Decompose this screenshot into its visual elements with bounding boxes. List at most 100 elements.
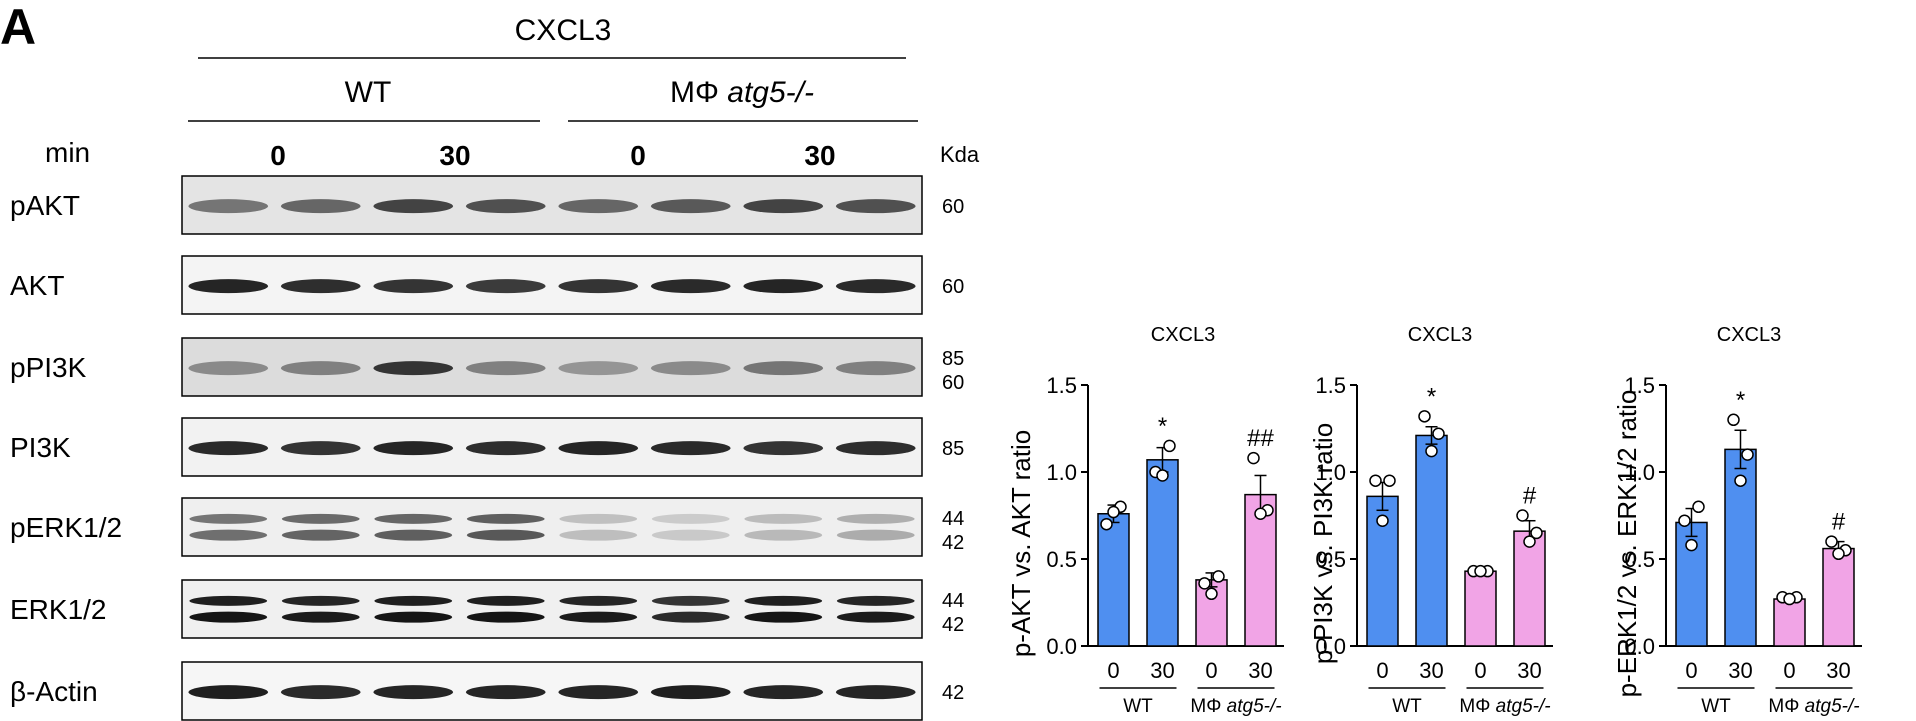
blot-header: CXCL3 WT MΦ atg5-/- min 0 30 0 30 Kda	[45, 14, 980, 171]
blot-kda: 60	[942, 372, 964, 394]
time-30-ko: 30	[804, 140, 835, 171]
blot-band	[651, 529, 730, 541]
x-tick-label: 30	[1419, 658, 1443, 683]
blot-row-label: ERK1/2	[10, 594, 107, 625]
y-axis-label: p-ERK1/2 vs. ERK1/2 ratio	[1612, 390, 1642, 698]
bar	[1822, 547, 1855, 647]
y-tick-label: 0.0	[1624, 634, 1655, 659]
data-point	[1516, 509, 1529, 522]
significance-mark: *	[1736, 387, 1745, 414]
data-point	[1734, 474, 1747, 487]
blot-kda: 42	[942, 682, 964, 704]
data-point	[1100, 517, 1113, 531]
blot-band	[559, 611, 638, 623]
blot-band	[280, 199, 361, 214]
blot-band	[835, 279, 916, 294]
blot-band	[280, 685, 361, 700]
y-axis-label: p-PI3K vs. PI3K ratio	[1308, 423, 1338, 664]
significance-mark: #	[1523, 483, 1537, 510]
group-label-wt: WT	[1123, 696, 1153, 717]
blot-band	[466, 513, 545, 524]
blot-band	[559, 529, 638, 541]
y-tick-label: 0.0	[1046, 634, 1077, 659]
blot-band	[558, 441, 639, 456]
blot-kda: 85	[942, 348, 964, 370]
blot-band	[743, 361, 824, 376]
charts: CXCL3 p-AKT vs. AKT ratio 0.0 0.5 1.0 1.5 0 * 30…	[1006, 324, 1862, 717]
time-0-ko: 0	[630, 140, 646, 171]
blot-band	[374, 595, 453, 606]
blot-band	[558, 685, 639, 700]
blot-band	[744, 513, 823, 524]
blot-row-label: pAKT	[10, 190, 80, 221]
blot-band	[281, 611, 360, 623]
blot-band	[558, 279, 639, 294]
data-point	[1825, 535, 1838, 548]
blot-band	[650, 361, 731, 376]
blot-band	[373, 685, 454, 700]
data-point	[1369, 474, 1382, 487]
bar	[1415, 434, 1448, 647]
group-label-ko: MΦ atg5-/-	[1459, 696, 1550, 717]
blot-band	[465, 279, 546, 294]
blot-band	[743, 441, 824, 456]
y-tick-label: 1.0	[1624, 460, 1655, 485]
blot-band	[188, 441, 269, 456]
chart-title: CXCL3	[1717, 324, 1781, 346]
data-point	[1163, 439, 1176, 453]
blot-kda: 42	[942, 532, 964, 554]
bar	[1513, 530, 1546, 647]
blot-band	[650, 279, 731, 294]
blot-kda: 60	[942, 276, 964, 298]
blot-row: pAKT 60	[10, 175, 964, 235]
data-point	[1198, 577, 1211, 590]
blot-band	[465, 361, 546, 376]
blot-band	[743, 685, 824, 700]
bar	[1773, 598, 1806, 647]
blot-band	[651, 513, 730, 524]
chart-title: CXCL3	[1151, 324, 1215, 346]
blot-row-label: PI3K	[10, 432, 71, 463]
blot-band	[465, 441, 546, 456]
y-tick-label: 0.5	[1315, 547, 1346, 572]
group-label-wt: WT	[1701, 696, 1731, 717]
time-30-wt: 30	[439, 140, 470, 171]
blot-band	[744, 529, 823, 541]
y-axis-label: p-AKT vs. AKT ratio	[1006, 430, 1036, 657]
blot-band	[558, 199, 639, 214]
y-tick-label: 1.0	[1315, 460, 1346, 485]
blot-row-label: AKT	[10, 270, 64, 301]
blot-band	[188, 279, 269, 294]
time-label: min	[45, 137, 90, 168]
bar	[1464, 570, 1497, 647]
group-label-wt: WT	[345, 76, 392, 109]
blot-band	[373, 279, 454, 294]
data-point	[1678, 514, 1691, 527]
blot-band	[835, 441, 916, 456]
blot-kda: 42	[942, 614, 964, 636]
x-tick-label: 0	[1685, 658, 1697, 683]
blot-band	[189, 611, 268, 623]
blot-band	[651, 611, 730, 623]
data-point	[1156, 469, 1169, 482]
blot-band	[651, 595, 730, 606]
blot-membrane	[181, 497, 923, 557]
data-point	[1474, 564, 1487, 578]
data-point	[1832, 547, 1845, 561]
blot-band	[280, 279, 361, 294]
blot-band	[189, 529, 268, 541]
blot-band	[835, 361, 916, 376]
x-tick-label: 0	[1474, 658, 1486, 683]
data-point	[1425, 444, 1438, 458]
blot-band	[188, 199, 269, 214]
blot-band	[836, 595, 915, 606]
blot-kda: 60	[942, 196, 964, 218]
blot-row-label: pPI3K	[10, 352, 87, 383]
group-label-ko: MΦ atg5-/-	[670, 76, 814, 109]
bar	[1146, 459, 1179, 647]
blot-band	[281, 595, 360, 606]
